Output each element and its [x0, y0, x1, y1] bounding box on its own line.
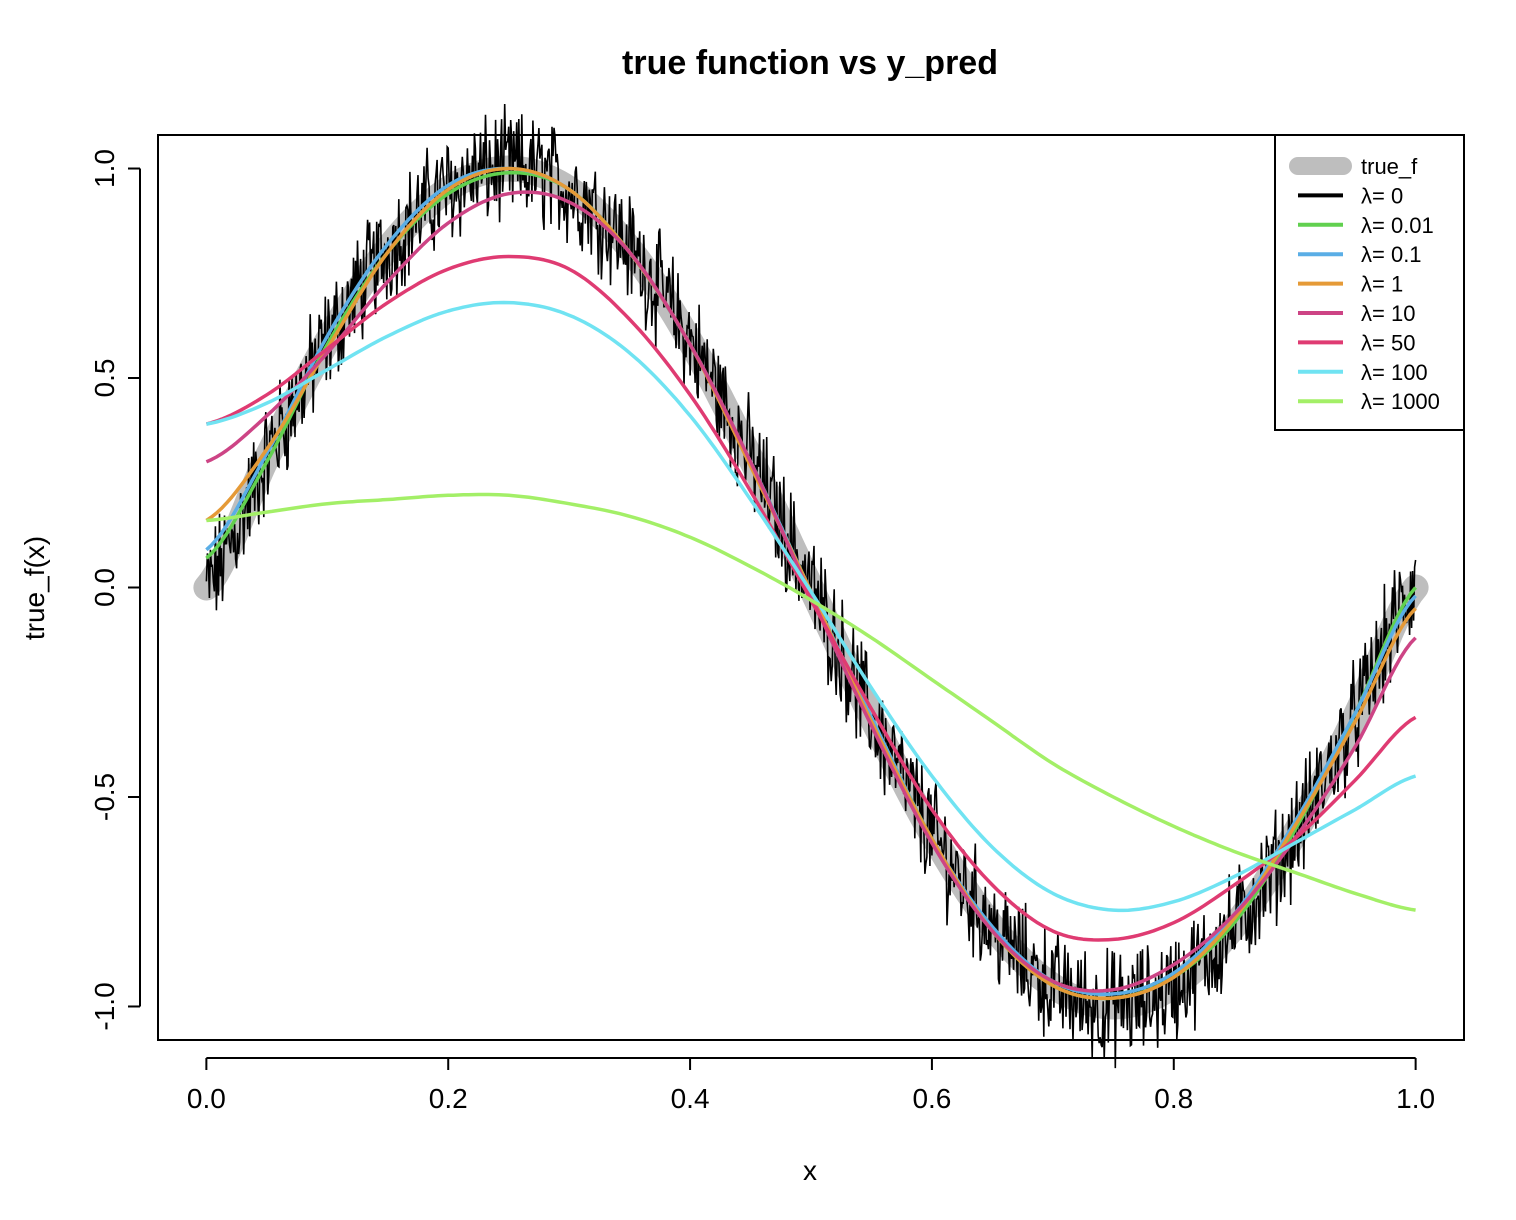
y-tick-label: 0.5: [89, 359, 120, 398]
legend-label: λ= 0.1: [1361, 242, 1422, 267]
legend-label: λ= 1: [1361, 272, 1403, 297]
x-axis: 0.0 0.2 0.4 0.6 0.8 1.0: [187, 1057, 1435, 1114]
y-tick-label: 0.0: [89, 568, 120, 607]
legend-label: true_f: [1361, 154, 1418, 179]
x-tick-label: 0.8: [1154, 1083, 1193, 1114]
x-tick-label: 0.4: [671, 1083, 710, 1114]
legend: true_f λ= 0 λ= 0.01 λ= 0.1 λ= 1 λ= 10 λ= 50 λ= …: [1274, 134, 1465, 431]
y-tick-label: -1.0: [89, 982, 120, 1030]
series-line-10: [205, 190, 1417, 993]
legend-label: λ= 0.01: [1361, 213, 1434, 238]
y-tick-label: -0.5: [89, 773, 120, 821]
x-tick-label: 1.0: [1396, 1083, 1435, 1114]
legend-label: λ= 1000: [1361, 389, 1440, 414]
legend-label: λ= 10: [1361, 301, 1415, 326]
y-axis: -1.0 -0.5 0.0 0.5 1.0: [89, 149, 141, 1031]
x-tick-label: 0.0: [187, 1083, 226, 1114]
legend-label: λ= 50: [1361, 330, 1415, 355]
legend-label: λ= 100: [1361, 360, 1428, 385]
x-tick-label: 0.6: [912, 1083, 951, 1114]
series-line-1000: [206, 492, 1416, 912]
series-line-100: [206, 300, 1417, 913]
chart-title: true function vs y_pred: [622, 44, 998, 82]
y-axis-label: true_f(x): [19, 536, 50, 640]
x-axis-label: x: [803, 1155, 817, 1186]
fitted-series-layer: [205, 166, 1417, 1001]
plot-area: [157, 103, 1465, 1069]
legend-label: λ= 0: [1361, 183, 1403, 208]
x-tick-label: 0.2: [429, 1083, 468, 1114]
y-tick-label: 1.0: [89, 149, 120, 188]
plot-frame: [157, 134, 1465, 1041]
